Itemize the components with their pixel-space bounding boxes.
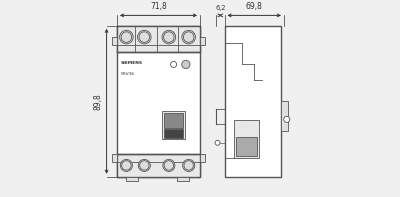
FancyBboxPatch shape (117, 26, 200, 177)
Text: 69,8: 69,8 (246, 2, 263, 11)
Circle shape (284, 116, 290, 122)
Text: 71,8: 71,8 (150, 2, 167, 11)
Circle shape (182, 60, 190, 69)
FancyBboxPatch shape (236, 137, 257, 156)
Circle shape (120, 30, 133, 44)
Circle shape (183, 159, 195, 171)
FancyBboxPatch shape (200, 154, 205, 162)
FancyBboxPatch shape (164, 112, 183, 128)
FancyBboxPatch shape (234, 120, 258, 158)
Text: 89,8: 89,8 (94, 93, 102, 110)
FancyBboxPatch shape (224, 26, 281, 177)
Circle shape (120, 159, 132, 171)
FancyBboxPatch shape (200, 37, 205, 45)
Text: SIEMENS: SIEMENS (121, 60, 143, 64)
Circle shape (162, 30, 176, 44)
FancyBboxPatch shape (117, 26, 200, 52)
Text: 5SV36: 5SV36 (121, 72, 135, 76)
Circle shape (170, 61, 176, 68)
FancyBboxPatch shape (177, 177, 189, 180)
FancyBboxPatch shape (112, 154, 117, 162)
FancyBboxPatch shape (117, 154, 200, 177)
Circle shape (215, 140, 220, 145)
Circle shape (163, 159, 175, 171)
Circle shape (138, 159, 150, 171)
FancyBboxPatch shape (126, 177, 138, 180)
FancyBboxPatch shape (164, 129, 183, 138)
Circle shape (138, 30, 151, 44)
FancyBboxPatch shape (112, 37, 117, 45)
Text: 6,2: 6,2 (215, 5, 226, 11)
FancyBboxPatch shape (281, 101, 288, 131)
Circle shape (182, 30, 196, 44)
FancyBboxPatch shape (162, 111, 185, 139)
